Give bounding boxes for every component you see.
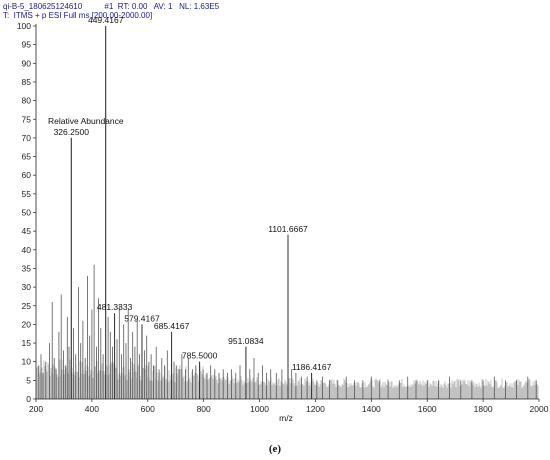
y-tick-label: 10	[22, 357, 32, 367]
av-value: 1	[167, 2, 173, 11]
scan-number: #1	[104, 2, 114, 11]
y-tick-label: 45	[22, 226, 32, 236]
x-tick-label: 1400	[362, 404, 381, 414]
y-tick-label: 65	[22, 152, 32, 162]
y-axis-label: Relative Abundance	[48, 116, 124, 126]
peak-label: 579.4167	[124, 313, 160, 323]
peak-label: 951.0834	[228, 336, 264, 346]
x-tick-label: 1200	[306, 404, 325, 414]
peak-label: 481.3333	[97, 302, 133, 312]
y-tick-label: 50	[22, 208, 32, 218]
x-tick-label: 800	[197, 404, 211, 414]
y-tick-label: 35	[22, 263, 32, 273]
x-tick-label: 200	[29, 404, 43, 414]
nl-label: NL:	[179, 2, 192, 11]
y-tick-label: 55	[22, 189, 32, 199]
nl-value: 1.63E5	[193, 2, 220, 11]
peak-label: 326.2500	[54, 127, 90, 137]
y-tick-label: 30	[22, 282, 32, 292]
peak-label: 785.5000	[182, 351, 218, 361]
x-tick-label: 400	[85, 404, 99, 414]
peak-label: 685.4167	[154, 321, 190, 331]
scan-header-line-1: qi-B-5_180625124610 #1 RT: 0.00 AV: 1 NL…	[3, 2, 219, 11]
y-tick-label: 60	[22, 170, 32, 180]
y-tick-label: 75	[22, 114, 32, 124]
rt-value: 0.00	[131, 2, 148, 11]
y-tick-label: 95	[22, 40, 32, 50]
axes	[35, 24, 539, 400]
x-tick-label: 2000	[530, 404, 549, 414]
y-tick-label: 100	[17, 21, 31, 31]
x-tick-label: 1800	[474, 404, 493, 414]
rt-label: RT:	[117, 2, 130, 11]
scan-filter-line: T: ITMS + p ESI Full ms [200.00-2000.00]	[3, 11, 153, 20]
x-tick-label: 600	[141, 404, 155, 414]
peak-label: 449.4167	[88, 15, 124, 25]
peak-label: 1186.4167	[292, 362, 332, 372]
x-tick-label: 1000	[250, 404, 269, 414]
peak-lines	[38, 26, 537, 399]
y-tick-label: 40	[22, 245, 32, 255]
y-tick-label: 70	[22, 133, 32, 143]
av-label: AV:	[153, 2, 166, 11]
y-tick-label: 90	[22, 58, 32, 68]
y-tick-label: 5	[26, 375, 31, 385]
peak-label: 1101.6667	[268, 224, 308, 234]
x-tick-label: 1600	[418, 404, 437, 414]
axis-ticks: 0 5 10 15 20 25 30 35 40 45 50 55 60 65 70 75 80 85 90 95 10…	[17, 21, 549, 414]
y-tick-label: 0	[26, 394, 31, 404]
y-tick-label: 80	[22, 96, 32, 106]
figure-caption: (e)	[268, 443, 282, 455]
peak-labels: 449.4167 326.2500 1101.6667 481.3333579.416…	[54, 15, 332, 372]
file-id: qi-B-5_180625124610	[3, 2, 83, 11]
y-tick-label: 25	[22, 301, 32, 311]
y-tick-label: 15	[22, 338, 32, 348]
y-tick-label: 20	[22, 319, 32, 329]
y-tick-label: 85	[22, 77, 32, 87]
x-axis-label: m/z	[279, 413, 293, 423]
